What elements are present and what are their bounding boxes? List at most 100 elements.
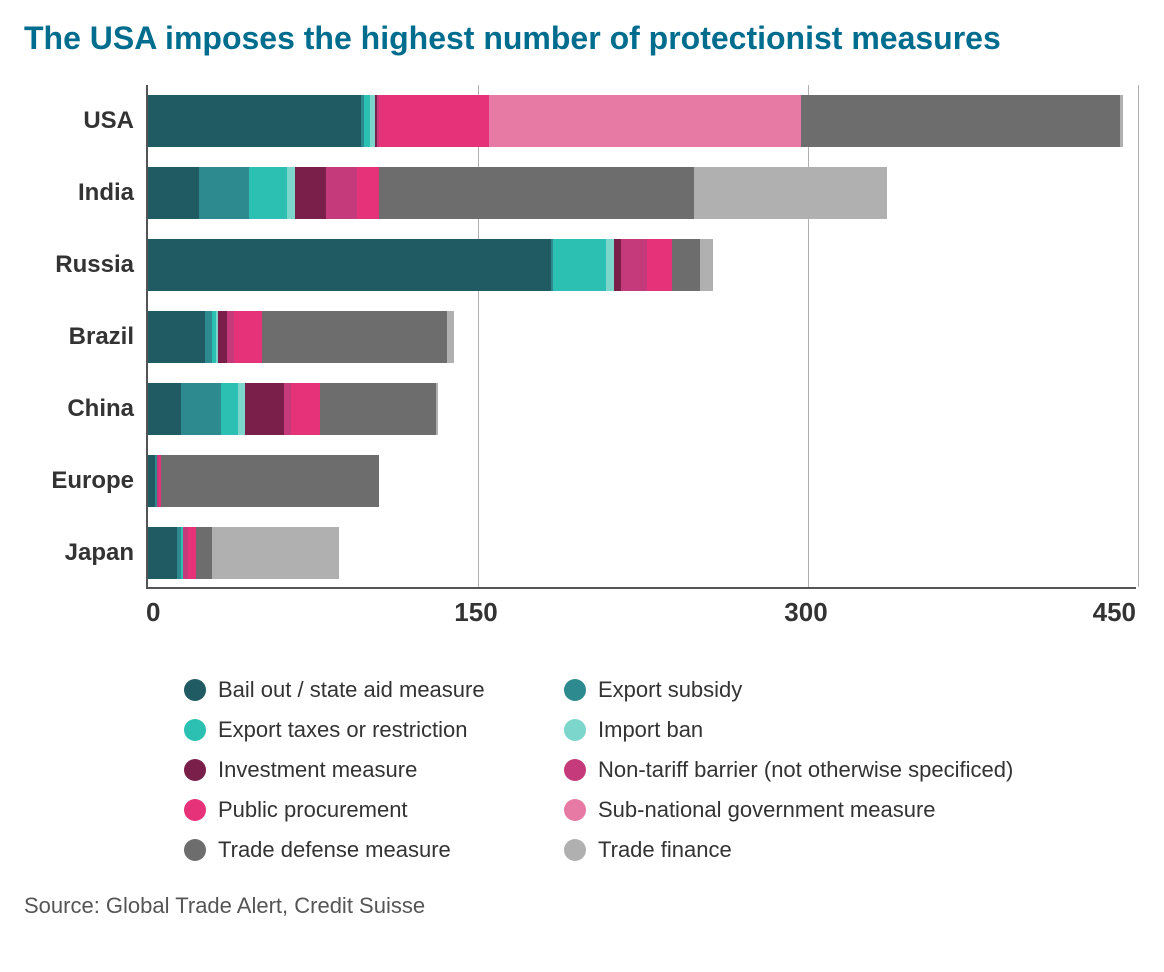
legend-swatch — [184, 719, 206, 741]
bar-row — [148, 85, 1136, 157]
y-axis-labels: USAIndiaRussiaBrazilChinaEuropeJapan — [24, 85, 146, 637]
x-axis: 0 150 300 450 — [146, 597, 1136, 637]
legend-label: Bail out / state aid measure — [218, 677, 485, 703]
legend-item: Investment measure — [184, 757, 544, 783]
legend-item: Export taxes or restriction — [184, 717, 544, 743]
stacked-bar — [148, 239, 713, 291]
bar-segment — [205, 311, 212, 363]
bar-segment — [672, 239, 701, 291]
legend-label: Export subsidy — [598, 677, 742, 703]
bar-segment — [606, 239, 615, 291]
bar-segment — [218, 311, 227, 363]
bar-segment — [287, 167, 296, 219]
y-axis-label: Brazil — [24, 301, 134, 373]
bar-segment — [161, 455, 379, 507]
y-axis-label: China — [24, 373, 134, 445]
bar-segment — [436, 383, 438, 435]
x-axis-tick: 0 — [146, 597, 160, 628]
bar-segment — [364, 95, 371, 147]
bar-segment — [148, 167, 199, 219]
bar-segment — [447, 311, 454, 363]
bar-segment — [1120, 95, 1122, 147]
bar-segment — [700, 239, 713, 291]
legend-swatch — [184, 679, 206, 701]
legend-item: Sub-national government measure — [564, 797, 1084, 823]
bar-row — [148, 517, 1136, 589]
legend-label: Export taxes or restriction — [218, 717, 467, 743]
gridline — [1138, 85, 1139, 587]
bar-segment — [238, 383, 245, 435]
bar-segment — [188, 527, 197, 579]
legend-label: Investment measure — [218, 757, 417, 783]
plot-area — [146, 85, 1136, 589]
bar-segment — [181, 383, 221, 435]
legend-item: Non-tariff barrier (not otherwise specif… — [564, 757, 1084, 783]
stacked-bar — [148, 527, 339, 579]
bar-row — [148, 445, 1136, 517]
bar-segment — [489, 95, 801, 147]
y-axis-label: India — [24, 157, 134, 229]
bar-segment — [199, 167, 250, 219]
y-axis-label: Europe — [24, 445, 134, 517]
legend-swatch — [184, 839, 206, 861]
bar-segment — [694, 167, 888, 219]
bar-segment — [196, 527, 211, 579]
legend-swatch — [564, 719, 586, 741]
legend-item: Bail out / state aid measure — [184, 677, 544, 703]
bar-segment — [212, 527, 340, 579]
stacked-bar — [148, 383, 438, 435]
legend-label: Trade finance — [598, 837, 732, 863]
stacked-bar — [148, 311, 454, 363]
bar-segment — [379, 95, 489, 147]
bar-segment — [227, 311, 234, 363]
legend: Bail out / state aid measure Export subsi… — [184, 677, 1140, 863]
legend-item: Export subsidy — [564, 677, 1084, 703]
legend-label: Trade defense measure — [218, 837, 451, 863]
bar-segment — [148, 311, 205, 363]
bar-segment — [148, 527, 177, 579]
bar-segment — [614, 239, 621, 291]
bar-segment — [148, 95, 361, 147]
chart-area: USAIndiaRussiaBrazilChinaEuropeJapan 0 15… — [24, 85, 1140, 637]
y-axis-label: Japan — [24, 517, 134, 589]
legend-item: Trade defense measure — [184, 837, 544, 863]
x-axis-tick: 450 — [1093, 597, 1136, 628]
bar-segment — [234, 311, 263, 363]
bar-segment — [621, 239, 647, 291]
legend-swatch — [564, 839, 586, 861]
bar-segment — [295, 167, 326, 219]
bar-segment — [249, 167, 286, 219]
x-axis-tick: 300 — [784, 597, 827, 628]
bar-segment — [320, 383, 437, 435]
bar-segment — [801, 95, 1120, 147]
stacked-bar — [148, 95, 1123, 147]
legend-swatch — [564, 759, 586, 781]
bar-row — [148, 373, 1136, 445]
legend-swatch — [564, 679, 586, 701]
legend-label: Sub-national government measure — [598, 797, 936, 823]
y-axis-label: USA — [24, 85, 134, 157]
bar-row — [148, 229, 1136, 301]
legend-label: Import ban — [598, 717, 703, 743]
bar-segment — [148, 455, 155, 507]
legend-item: Trade finance — [564, 837, 1084, 863]
legend-swatch — [184, 759, 206, 781]
bar-row — [148, 301, 1136, 373]
legend-item: Public procurement — [184, 797, 544, 823]
bar-segment — [245, 383, 285, 435]
x-axis-tick: 150 — [454, 597, 497, 628]
bar-segment — [284, 383, 291, 435]
bar-segment — [291, 383, 320, 435]
bar-segment — [326, 167, 357, 219]
bar-segment — [357, 167, 379, 219]
bar-segment — [379, 167, 694, 219]
bar-segment — [148, 239, 551, 291]
bar-row — [148, 157, 1136, 229]
source-text: Source: Global Trade Alert, Credit Suiss… — [24, 893, 1140, 919]
y-axis-label: Russia — [24, 229, 134, 301]
chart-title: The USA imposes the highest number of pr… — [24, 20, 1140, 57]
bar-segment — [553, 239, 606, 291]
bar-segment — [262, 311, 447, 363]
bar-segment — [148, 383, 181, 435]
legend-label: Non-tariff barrier (not otherwise specif… — [598, 757, 1013, 783]
